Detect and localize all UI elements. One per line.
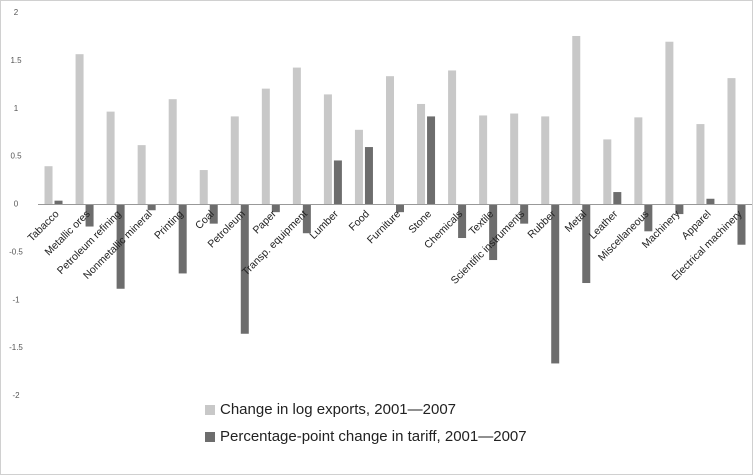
bar xyxy=(417,103,426,205)
bar xyxy=(541,116,550,205)
bar xyxy=(44,166,53,205)
y-tick-label: -1.5 xyxy=(9,343,23,352)
bar xyxy=(240,204,249,334)
bar xyxy=(737,204,746,245)
bar xyxy=(54,200,63,205)
bar xyxy=(613,192,622,205)
bar xyxy=(199,170,208,205)
bar xyxy=(696,124,705,205)
bar xyxy=(551,204,560,364)
bar xyxy=(333,160,342,205)
bar xyxy=(323,94,332,205)
bar xyxy=(427,116,436,205)
bar xyxy=(396,204,404,213)
legend-label: Percentage-point change in tariff, 2001—… xyxy=(220,428,527,445)
y-tick-label: 1.5 xyxy=(10,56,22,65)
bar xyxy=(510,113,519,205)
bar xyxy=(520,204,529,224)
bar xyxy=(489,204,498,261)
bar xyxy=(386,76,394,205)
bar xyxy=(572,35,581,205)
bar xyxy=(106,111,115,205)
bar xyxy=(271,204,280,213)
bar xyxy=(230,116,239,205)
y-tick-label: 0.5 xyxy=(10,152,22,161)
y-tick-label: 1 xyxy=(14,104,19,113)
bar xyxy=(116,204,125,289)
bar xyxy=(354,129,363,205)
bar xyxy=(168,99,177,205)
y-tick-label: -1 xyxy=(12,295,20,304)
bar xyxy=(178,204,187,274)
bar xyxy=(665,41,674,205)
bar xyxy=(364,147,373,205)
bar xyxy=(302,204,311,234)
bar xyxy=(147,204,156,211)
y-tick-label: -2 xyxy=(12,391,20,400)
bar xyxy=(261,88,270,205)
bar xyxy=(634,117,643,205)
bar xyxy=(458,204,467,239)
bar xyxy=(209,204,218,224)
legend-swatch xyxy=(205,432,215,442)
legend-swatch xyxy=(205,405,215,415)
bar xyxy=(706,198,715,205)
bar xyxy=(448,70,457,205)
y-tick-label: 0 xyxy=(14,200,19,209)
y-tick-label: -0.5 xyxy=(9,247,23,256)
bar xyxy=(727,78,736,205)
bar xyxy=(75,54,84,205)
y-tick-label: 2 xyxy=(14,8,19,17)
legend-label: Change in log exports, 2001—2007 xyxy=(220,401,456,418)
bar xyxy=(137,145,146,205)
bar xyxy=(292,67,301,205)
bar xyxy=(479,115,488,205)
bar xyxy=(675,204,684,215)
bar xyxy=(85,204,94,227)
bar xyxy=(582,204,591,284)
bar xyxy=(644,204,653,232)
bar xyxy=(603,139,612,205)
